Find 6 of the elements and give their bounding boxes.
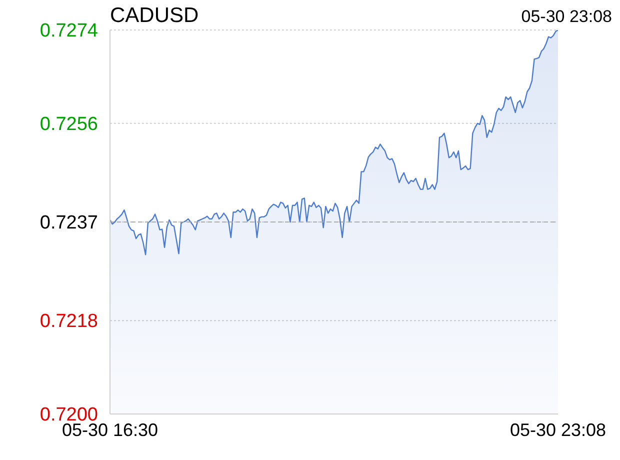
- y-tick-label: 0.7237: [40, 212, 98, 234]
- y-tick-label: 0.7274: [40, 20, 98, 42]
- y-tick-label: 0.7218: [40, 311, 98, 332]
- chart-subtitle: 05-30 23:08: [521, 7, 612, 27]
- chart-title: CADUSD: [110, 4, 199, 28]
- y-tick-label: 0.7256: [40, 114, 98, 136]
